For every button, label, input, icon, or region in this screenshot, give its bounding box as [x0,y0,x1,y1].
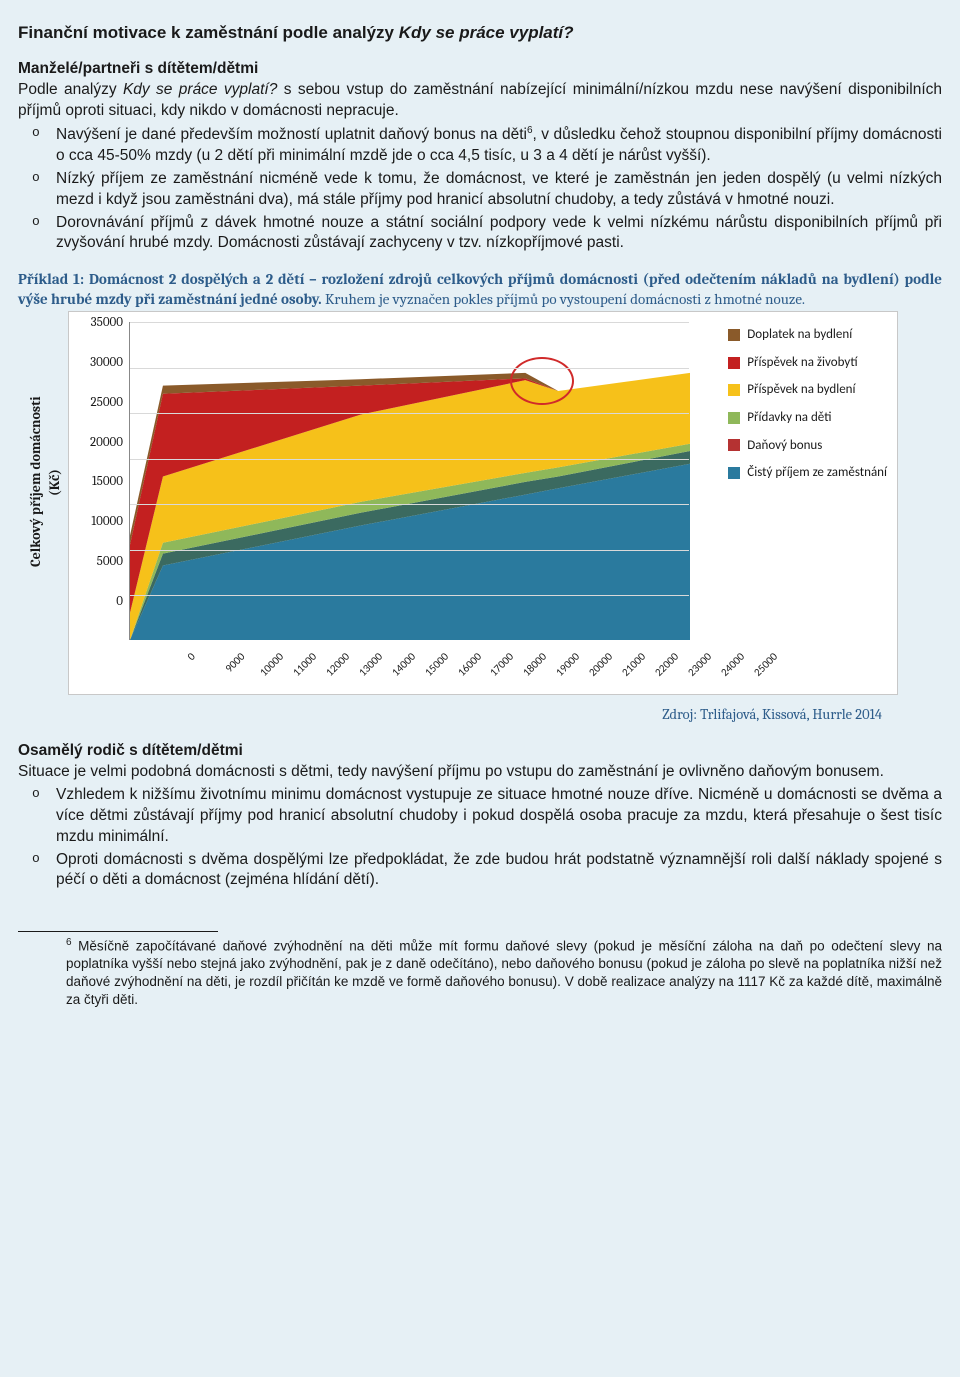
chart-source: Zdroj: Trlifajová, Kissová, Hurrle 2014 [18,705,882,725]
bullet-item: Navýšení je dané především možností upla… [56,124,942,167]
paragraph-1: Podle analýzy Kdy se práce vyplatí? s se… [18,80,942,122]
main-title: Finanční motivace k zaměstnání podle ana… [18,22,942,45]
chart-caption: Příklad 1: Domácnost 2 dospělých a 2 dět… [18,270,942,309]
bullet-item: Dorovnávání příjmů z dávek hmotné nouze … [56,213,942,255]
footnote: 6 Měsíčně započítávané daňové zvýhodnění… [18,936,942,1008]
chart-container: Celkový příjem domácnosti(Kč) 3500030000… [68,311,898,695]
plot-area [129,322,689,640]
highlight-circle [510,357,574,405]
title-text: Finanční motivace k zaměstnání podle ana… [18,23,399,42]
footnote-separator [18,931,218,932]
bullet-list-1: Navýšení je dané především možností upla… [18,124,942,255]
subtitle-1: Manželé/partneři s dítětem/dětmi [18,59,942,80]
bullet-item: Nízký příjem ze zaměstnání nicméně vede … [56,169,942,211]
bullet-item: Oproti domácnosti s dvěma dospělými lze … [56,850,942,892]
x-ticks: 0900010000110001200013000140001500016000… [185,640,745,690]
subtitle-2: Osamělý rodič s dítětem/dětmi [18,741,942,762]
bullet-item: Vzhledem k nižšímu životnímu minimu domá… [56,785,942,848]
paragraph-2: Situace je velmi podobná domácnosti s dě… [18,762,942,783]
title-italic: Kdy se práce vyplatí? [399,23,574,42]
y-axis-label: Celkový příjem domácnosti(Kč) [27,382,65,582]
y-ticks: 35000300002500020000150001000050000 [73,322,129,640]
legend: Doplatek na bydleníPříspěvek na živobytí… [728,326,887,491]
bullet-list-2: Vzhledem k nižšímu životnímu minimu domá… [18,785,942,892]
